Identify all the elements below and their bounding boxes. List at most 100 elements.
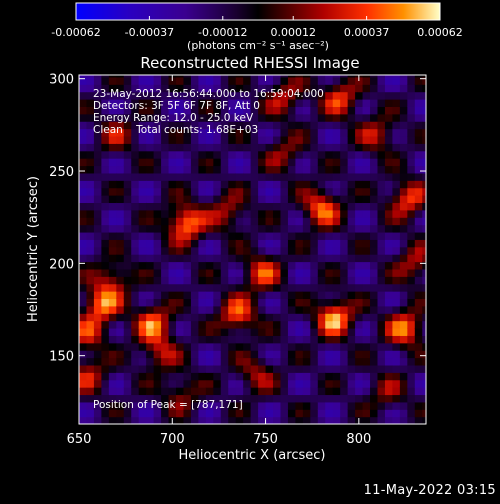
heatmap-cell	[399, 121, 408, 130]
heatmap-cell	[287, 143, 297, 152]
heatmap-cell	[407, 224, 416, 233]
heatmap-cell	[399, 320, 408, 329]
heatmap-cell	[131, 217, 140, 226]
heatmap-cell	[295, 246, 304, 255]
heatmap-cell	[190, 91, 199, 100]
heatmap-cell	[414, 143, 423, 152]
heatmap-cell	[399, 350, 408, 359]
heatmap-cell	[332, 313, 341, 322]
heatmap-cell	[108, 113, 117, 122]
heatmap-cell	[302, 350, 311, 359]
heatmap-cell	[258, 268, 267, 277]
colorbar-tick-label: -0.00012	[198, 26, 247, 39]
heatmap-cell	[205, 342, 214, 351]
heatmap-cell	[220, 283, 229, 292]
heatmap-cell	[250, 320, 259, 329]
heatmap-cell	[79, 195, 88, 204]
heatmap-cell	[176, 209, 185, 218]
heatmap-cell	[392, 401, 401, 410]
heatmap-cell	[310, 239, 319, 248]
heatmap-cell	[355, 202, 364, 211]
heatmap-cell	[377, 113, 386, 122]
heatmap-cell	[422, 409, 426, 418]
heatmap-cell	[220, 291, 229, 300]
heatmap-cell	[340, 261, 349, 270]
heatmap-cell	[168, 121, 177, 130]
heatmap-cell	[258, 409, 267, 418]
heatmap-cell	[153, 172, 162, 181]
heatmap-cell	[86, 246, 95, 255]
heatmap-cell	[280, 172, 289, 181]
heatmap-cell	[101, 364, 110, 373]
heatmap-cell	[220, 298, 229, 307]
heatmap-cell	[138, 372, 147, 381]
heatmap-cell	[392, 91, 401, 100]
heatmap-cell	[414, 165, 423, 174]
heatmap-cell	[265, 283, 274, 292]
heatmap-cell	[355, 394, 364, 403]
heatmap-cell	[377, 416, 386, 424]
heatmap-cell	[332, 350, 341, 359]
heatmap-cell	[317, 357, 326, 366]
heatmap-cell	[362, 106, 371, 115]
heatmap-cell	[250, 283, 259, 292]
heatmap-cell	[153, 231, 162, 240]
heatmap-cell	[332, 84, 341, 93]
heatmap-cell	[287, 357, 297, 366]
heatmap-cell	[235, 364, 244, 373]
heatmap-cell	[101, 372, 110, 381]
heatmap-cell	[108, 387, 117, 396]
heatmap-cell	[93, 342, 102, 351]
heatmap-cell	[79, 298, 88, 307]
heatmap-cell	[168, 335, 177, 344]
heatmap-cell	[273, 106, 282, 115]
heatmap-cell	[213, 84, 222, 93]
heatmap-cell	[407, 99, 416, 107]
heatmap-cell	[93, 305, 102, 314]
heatmap-cell	[407, 172, 416, 181]
heatmap-cell	[190, 246, 199, 255]
heatmap-cell	[101, 99, 110, 107]
heatmap-cell	[399, 416, 408, 424]
heatmap-cell	[384, 246, 394, 255]
heatmap-cell	[295, 106, 304, 115]
heatmap-cell	[399, 283, 408, 292]
heatmap-cell	[146, 327, 155, 336]
heatmap-cell	[414, 379, 423, 388]
heatmap-cell	[235, 342, 244, 351]
heatmap-cell	[399, 291, 408, 300]
heatmap-cell	[384, 394, 394, 403]
heatmap-cell	[228, 150, 237, 159]
heatmap-cell	[384, 261, 394, 270]
heatmap-cell	[258, 121, 267, 130]
heatmap-cell	[362, 401, 371, 410]
heatmap-cell	[138, 276, 147, 285]
heatmap-cell	[213, 165, 222, 174]
heatmap-cell	[235, 387, 244, 396]
heatmap-cell	[302, 379, 311, 388]
heatmap-cell	[362, 217, 371, 226]
heatmap-cell	[422, 91, 426, 100]
heatmap-cell	[280, 364, 289, 373]
heatmap-cell	[220, 128, 229, 137]
heatmap-cell	[183, 91, 192, 100]
heatmap-cell	[79, 394, 88, 403]
heatmap-cell	[168, 327, 177, 336]
heatmap-cell	[310, 121, 319, 130]
heatmap-cell	[302, 195, 311, 204]
heatmap-cell	[280, 335, 289, 344]
heatmap-cell	[250, 143, 259, 152]
heatmap-cell	[213, 231, 222, 240]
heatmap-cell	[168, 320, 177, 329]
colorbar: -0.00062 -0.00037 -0.00012 0.00012 0.00037 0.…	[51, 2, 463, 52]
heatmap-cell	[384, 172, 394, 181]
heatmap-cell	[168, 143, 177, 152]
heatmap-cell	[384, 158, 394, 167]
heatmap-cell	[317, 394, 326, 403]
heatmap-cell	[176, 416, 185, 424]
heatmap-cell	[228, 158, 237, 167]
heatmap-cell	[79, 217, 88, 226]
heatmap-cell	[161, 76, 170, 85]
heatmap-cell	[243, 283, 252, 292]
heatmap-cell	[131, 158, 140, 167]
